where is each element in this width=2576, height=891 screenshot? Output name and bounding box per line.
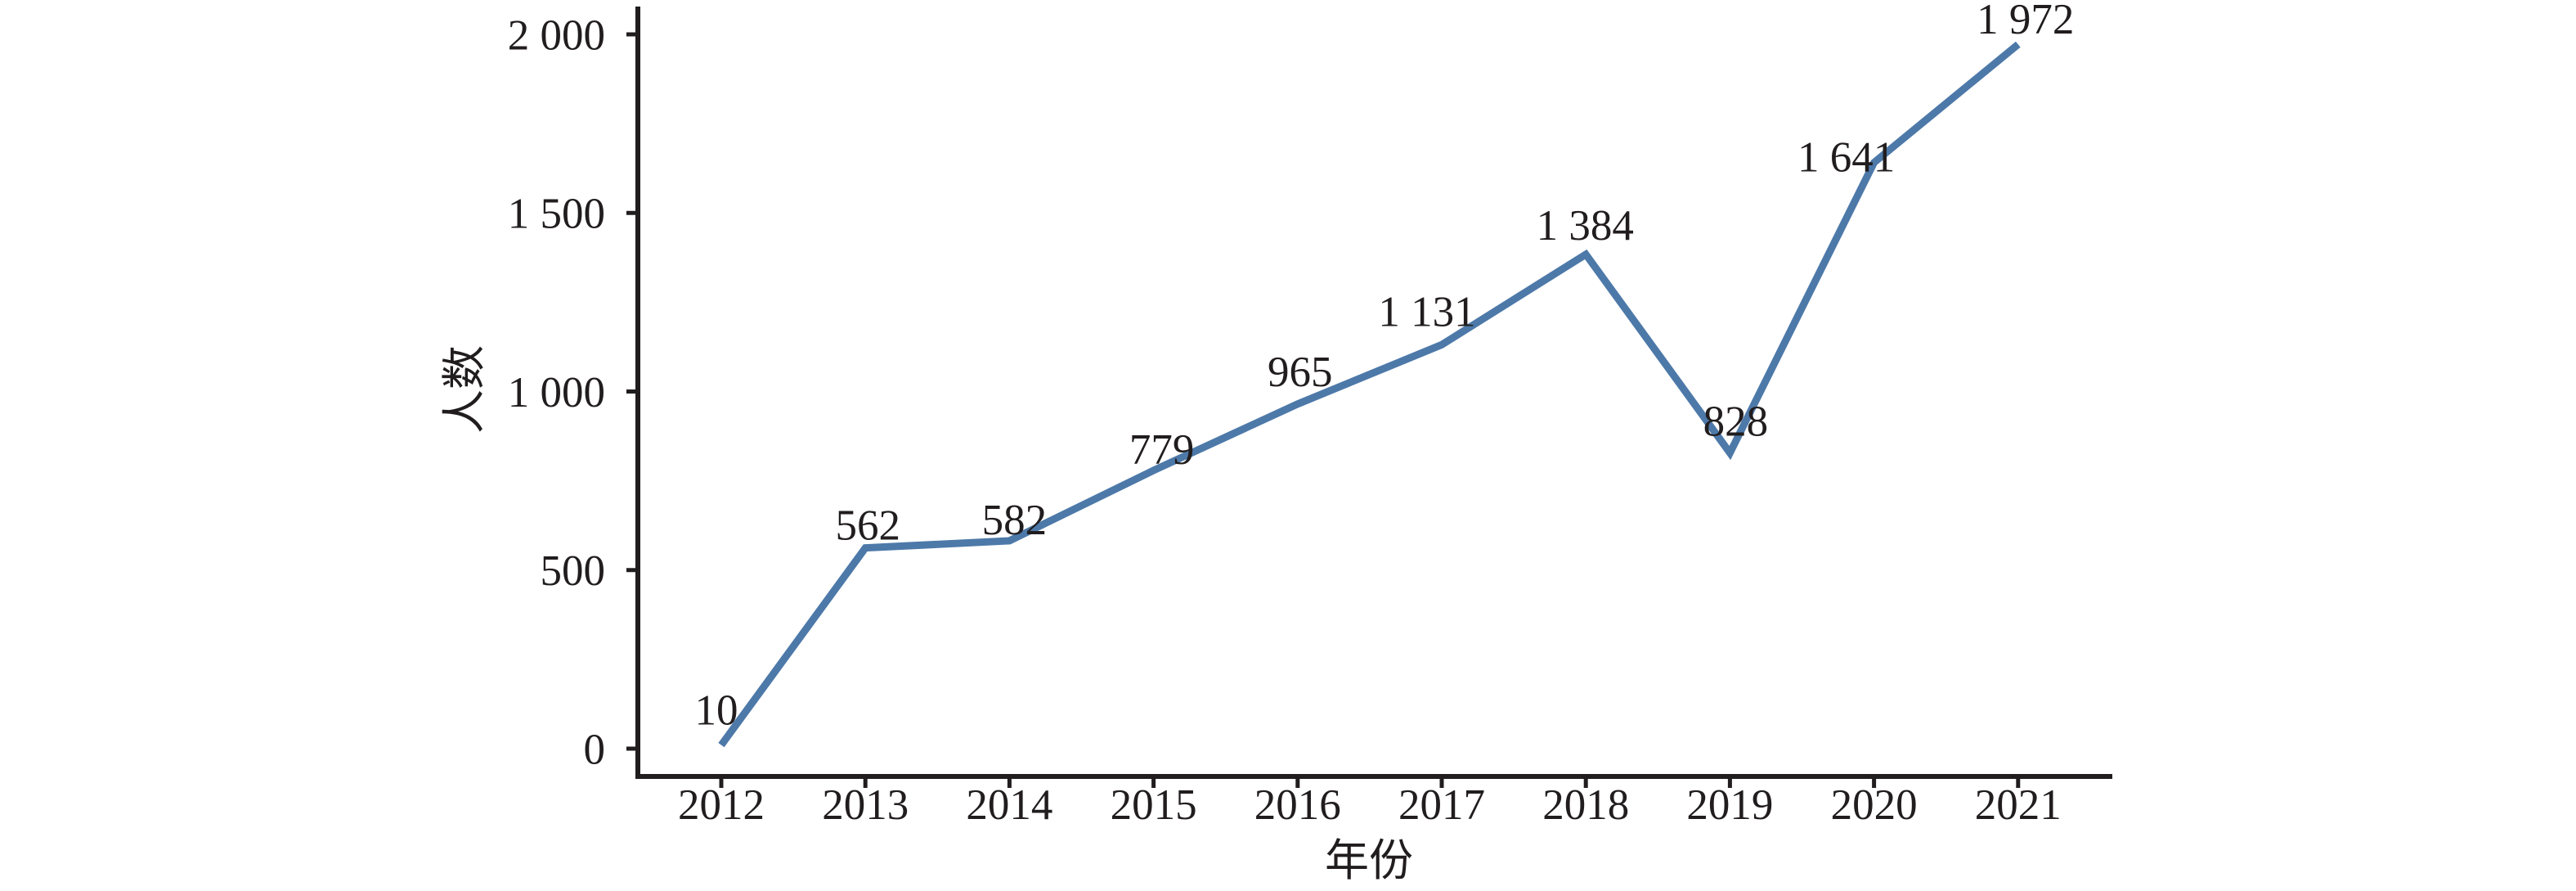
y-tick-label: 2 000 xyxy=(508,11,605,59)
data-point-label: 582 xyxy=(982,497,1048,544)
x-tick-label: 2015 xyxy=(1111,781,1197,829)
data-point-label: 965 xyxy=(1268,349,1333,396)
x-tick-label: 2018 xyxy=(1542,781,1629,829)
x-tick-label: 2017 xyxy=(1398,781,1485,829)
x-tick-label: 2019 xyxy=(1686,781,1773,829)
y-tick-label: 0 xyxy=(584,726,606,773)
data-point-label: 1 641 xyxy=(1797,134,1895,182)
y-tick-label: 1 000 xyxy=(508,369,605,416)
data-point-label: 1 972 xyxy=(1977,0,2074,43)
y-tick-label: 1 500 xyxy=(508,191,605,238)
x-tick-label: 2020 xyxy=(1831,781,1918,829)
data-point-label: 828 xyxy=(1703,398,1769,446)
data-point-label: 1 384 xyxy=(1537,202,1634,250)
x-axis-title: 年份 xyxy=(1325,836,1413,885)
y-tick-label: 500 xyxy=(541,547,606,595)
x-tick-label: 2012 xyxy=(678,781,765,829)
data-point-label: 10 xyxy=(695,687,738,735)
trend-line xyxy=(718,41,2021,748)
data-point-label: 1 131 xyxy=(1378,288,1475,335)
x-tick-label: 2016 xyxy=(1254,781,1341,829)
x-tick-label: 2014 xyxy=(966,781,1052,829)
data-point-label: 562 xyxy=(835,502,900,550)
x-tick-label: 2021 xyxy=(1975,781,2062,829)
x-tick-label: 2013 xyxy=(822,781,909,829)
y-axis-title: 人数 xyxy=(440,345,489,434)
data-point-label: 779 xyxy=(1129,426,1195,474)
